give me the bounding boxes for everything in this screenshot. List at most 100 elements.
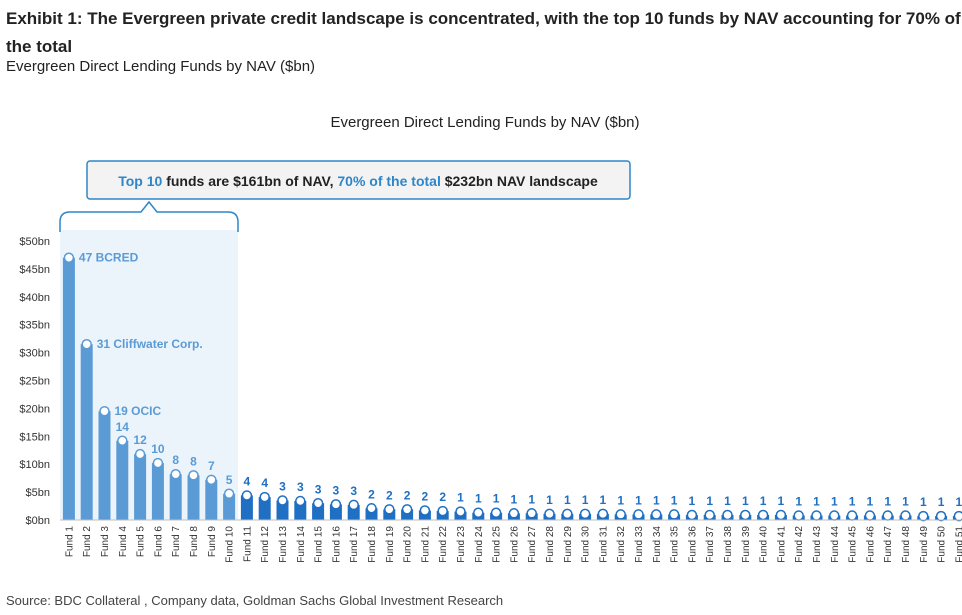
bar-marker	[170, 468, 181, 480]
bar-marker	[152, 457, 164, 469]
bar	[383, 509, 396, 520]
data-label: 2	[439, 490, 446, 504]
data-label: 1	[742, 494, 749, 508]
bar	[223, 493, 236, 520]
data-label: 1	[849, 495, 856, 509]
x-tick-label: Fund 43	[812, 526, 823, 563]
bar	[98, 411, 111, 520]
data-label: 1	[653, 493, 660, 507]
x-tick-label: Fund 30	[581, 526, 592, 563]
x-tick-label: Fund 12	[260, 526, 271, 563]
x-tick-label: Fund 15	[314, 526, 325, 563]
callout-top10: Top 10	[118, 173, 162, 189]
data-label: 1	[689, 494, 696, 508]
bar-marker	[437, 505, 448, 517]
data-label: 3	[297, 480, 304, 494]
data-label: 1	[600, 493, 607, 507]
x-tick-label: Fund 25	[492, 526, 503, 563]
x-tick-label: Fund 40	[759, 526, 770, 563]
x-tick-label: Fund 11	[242, 526, 253, 562]
bar-marker	[241, 490, 253, 501]
x-tick-label: Fund 37	[705, 526, 716, 563]
bar-marker	[312, 498, 324, 509]
bar-marker	[846, 510, 858, 521]
bar-marker	[757, 509, 769, 521]
y-tick-label: $30bn	[19, 348, 50, 360]
bar-marker	[188, 470, 199, 481]
y-tick-label: $15bn	[19, 431, 50, 443]
data-label: 1	[956, 495, 962, 509]
bar-marker	[295, 495, 306, 507]
data-label: 1	[920, 495, 927, 509]
x-tick-label: Fund 8	[189, 526, 200, 558]
bar-marker	[864, 510, 876, 521]
x-tick-label: Fund 2	[82, 526, 93, 558]
data-label: 1	[511, 492, 518, 506]
x-tick-label: Fund 24	[474, 526, 485, 563]
x-tick-label: Fund 38	[723, 526, 734, 563]
bar-marker	[597, 508, 609, 520]
y-tick-label: $20bn	[19, 403, 50, 415]
data-label: 1	[867, 495, 874, 509]
x-tick-label: Fund 42	[794, 526, 805, 563]
y-tick-label: $25bn	[19, 376, 50, 388]
data-label: 1	[884, 495, 891, 509]
data-label: 1	[671, 493, 678, 507]
bar	[169, 474, 182, 520]
bar-marker	[81, 338, 92, 350]
bar-marker	[793, 510, 804, 521]
bar-marker	[277, 495, 288, 506]
x-tick-label: Fund 17	[349, 526, 360, 563]
data-label: 2	[386, 488, 393, 502]
x-tick-label: Fund 4	[118, 526, 129, 558]
bar-marker	[651, 509, 662, 520]
bar-marker	[686, 509, 698, 521]
bar	[80, 344, 93, 520]
bar-marker	[562, 508, 573, 520]
bar-marker	[63, 252, 75, 263]
x-tick-label: Fund 49	[919, 526, 930, 563]
x-tick-label: Fund 39	[741, 526, 752, 563]
x-tick-label: Fund 33	[634, 526, 645, 563]
bar-marker	[668, 509, 680, 520]
bar	[401, 509, 414, 520]
data-label: 1	[528, 492, 535, 506]
bar-marker	[526, 508, 537, 519]
bar-marker	[953, 510, 962, 522]
bar	[205, 479, 218, 520]
bar	[187, 475, 200, 520]
x-tick-label: Fund 3	[100, 526, 111, 558]
data-label: 1	[564, 493, 571, 507]
data-label: 1	[582, 493, 589, 507]
data-label: 14	[116, 420, 130, 434]
data-label: 10	[151, 442, 165, 456]
data-label: 1	[475, 492, 482, 506]
bar-marker	[455, 506, 466, 517]
callout-box	[86, 160, 631, 200]
bar-marker	[918, 510, 929, 522]
callout-text: Top 10 funds are $161bn of NAV, 70% of t…	[118, 173, 598, 189]
x-tick-label: Fund 6	[153, 526, 164, 558]
x-tick-label: Fund 21	[420, 526, 431, 563]
bar	[240, 495, 253, 520]
bar	[62, 257, 75, 520]
data-label: 1	[724, 494, 731, 508]
bar-marker	[775, 509, 787, 521]
data-label: 1	[795, 495, 802, 509]
bar-marker	[508, 508, 520, 519]
data-label: 31 Cliffwater Corp.	[97, 337, 203, 351]
bar-marker	[473, 507, 484, 518]
bar	[294, 501, 307, 520]
x-tick-label: Fund 47	[883, 526, 894, 563]
bar-marker	[544, 508, 555, 520]
bar-marker	[882, 510, 893, 521]
data-label: 1	[902, 495, 909, 509]
data-label: 1	[813, 495, 820, 509]
data-label: 1	[546, 493, 553, 507]
nav-bar-chart: Evergreen Direct Lending Funds by NAV ($…	[19, 114, 962, 563]
bar-marker	[99, 405, 110, 417]
data-label: 1	[938, 495, 945, 509]
x-tick-label: Fund 32	[616, 526, 627, 563]
callout-landscape: $232bn NAV landscape	[441, 173, 598, 189]
x-tick-label: Fund 10	[225, 526, 236, 563]
